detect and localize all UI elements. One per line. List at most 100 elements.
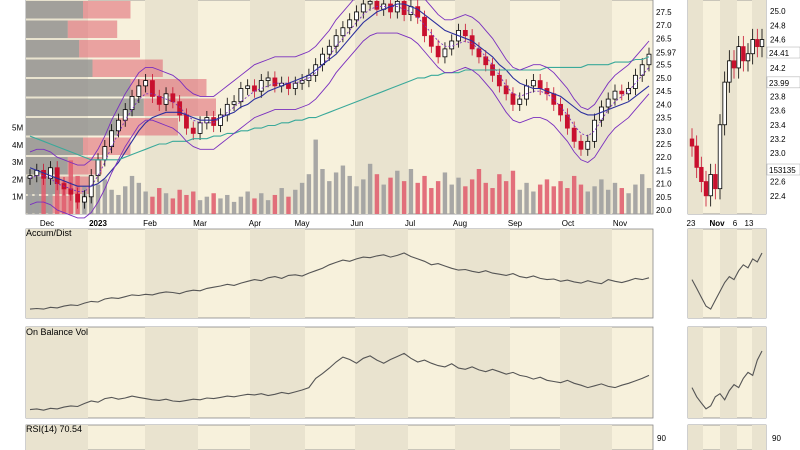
candle-body <box>116 119 121 132</box>
volume-bar <box>605 189 611 214</box>
upper-band-line <box>29 0 650 166</box>
volume-bar <box>136 182 142 214</box>
candle-body <box>95 159 101 177</box>
candle-body <box>333 35 339 47</box>
candle-body <box>231 101 237 105</box>
inset-price-tick-label: 24.2 <box>770 64 786 73</box>
vbp-bar-grey <box>26 157 68 175</box>
date-tick-label: Jul <box>405 219 415 228</box>
vbp-bar-grey <box>26 79 131 97</box>
month-band <box>145 229 198 318</box>
price-tick-label: 27.0 <box>656 21 672 30</box>
candle-body <box>558 103 563 116</box>
volume-bar <box>259 193 264 214</box>
ma-fast-line <box>29 6 650 192</box>
rsi-tick-label: 90 <box>657 434 666 443</box>
volume-bar <box>177 189 182 214</box>
vbp-bar-grey <box>26 118 118 136</box>
volume-tick-label: 1M <box>12 193 23 202</box>
volume-bar <box>395 170 400 214</box>
month-band <box>752 0 766 214</box>
date-tick-label: Sep <box>508 219 523 228</box>
price-tick-label: 24.0 <box>656 100 672 109</box>
inset-candle-body <box>722 81 727 126</box>
inset-chart: 25.024.824.624.424.224.023.823.623.423.2… <box>687 0 800 450</box>
volume-bar <box>313 139 318 214</box>
volume-bar <box>170 198 176 214</box>
candle-body <box>428 35 434 47</box>
inset-price-tick-label: 23.2 <box>770 135 786 144</box>
inset-price-tick-label: 23.8 <box>770 92 786 101</box>
volume-bar <box>490 188 495 214</box>
candle-body <box>442 48 448 58</box>
candle-body <box>354 11 359 21</box>
volume-bar <box>374 174 380 214</box>
inset-volume-label-box <box>766 163 800 176</box>
volume-bar <box>456 177 461 214</box>
candle-body <box>129 96 135 111</box>
candle-body <box>122 109 128 121</box>
volume-bar <box>524 182 529 214</box>
indicator-panels <box>25 228 654 450</box>
price-tick-label: 20.0 <box>656 206 672 215</box>
candle-body <box>102 146 108 161</box>
volume-bar <box>619 188 624 214</box>
volume-bar <box>463 186 468 214</box>
candle-body <box>585 140 591 150</box>
volume-bar <box>565 188 570 214</box>
candle-body <box>245 85 251 89</box>
candle-body <box>367 0 373 5</box>
month-band <box>560 0 612 214</box>
candle-body <box>109 130 115 148</box>
date-tick-label: 2023 <box>89 219 107 228</box>
month-band <box>455 229 510 318</box>
volume-bar <box>61 181 67 214</box>
inset-price-tick-label: 22.6 <box>770 178 786 187</box>
volume-bar <box>347 175 352 214</box>
inset-candle-body <box>703 181 709 197</box>
panel-frame <box>25 326 654 419</box>
candle-body <box>190 127 196 134</box>
volume-bar <box>599 179 604 214</box>
inset-candle-body <box>694 145 699 168</box>
date-tick-label: Feb <box>143 219 157 228</box>
inset-price-tick-label: 23.4 <box>770 121 786 130</box>
month-band <box>455 425 510 450</box>
volume-bar <box>612 182 618 214</box>
month-band <box>752 327 766 418</box>
vbp-bar-grey <box>26 137 83 155</box>
volume-bar <box>293 189 298 214</box>
volume-bar <box>429 188 434 214</box>
volume-bar <box>279 188 284 214</box>
date-tick-label: May <box>294 219 309 228</box>
month-band <box>688 0 703 214</box>
inset-candle-body <box>731 60 737 69</box>
candle-body <box>136 85 142 97</box>
volume-bar <box>497 174 502 214</box>
inset-price-tick-label: 25.0 <box>770 7 786 16</box>
candle-body <box>68 188 74 195</box>
volume-bar <box>551 186 556 214</box>
candle-body <box>218 114 223 126</box>
month-band <box>355 327 408 418</box>
date-tick-label: Oct <box>562 219 575 228</box>
volume-tick-label: 3M <box>12 158 23 167</box>
inset-candle-body <box>755 39 760 48</box>
candle-body <box>551 93 557 105</box>
month-band <box>752 425 766 450</box>
candle-body <box>517 98 523 105</box>
candle-body <box>211 117 217 126</box>
candle-body <box>496 74 502 87</box>
price-tick-label: 20.5 <box>656 193 672 202</box>
volume-bar <box>191 191 196 214</box>
inset-obv-line <box>691 350 763 410</box>
month-band <box>560 229 612 318</box>
price-tick-label: 25.5 <box>656 61 672 70</box>
volume-bar <box>340 165 346 214</box>
candle-body <box>54 167 60 184</box>
price-tick-label: 26.5 <box>656 34 672 43</box>
volume-bar <box>449 184 454 214</box>
month-band <box>250 425 305 450</box>
month-band <box>355 425 408 450</box>
